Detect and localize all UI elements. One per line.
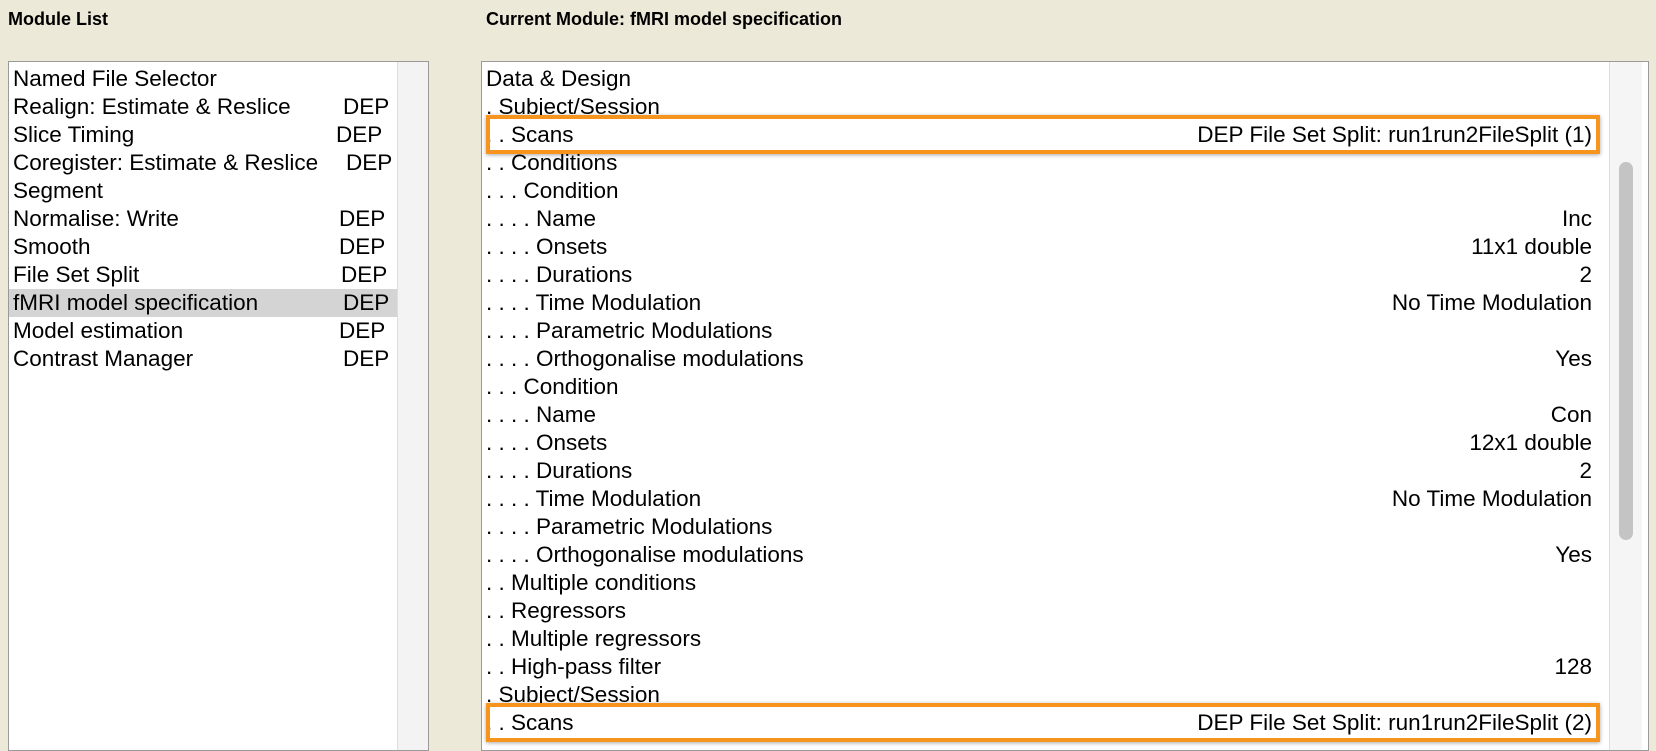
tree-row-label: . . Conditions [486, 150, 618, 175]
tree-row-value: 128 [1554, 654, 1592, 679]
tree-row[interactable]: . . Multiple conditions [482, 569, 1607, 597]
tree-row-value: DEP File Set Split: run1run2FileSplit (1… [1197, 122, 1592, 147]
tree-row[interactable]: . . . . Name Con [482, 401, 1607, 429]
tree-row[interactable]: . . . . Time Modulation No Time Modulatio… [482, 289, 1607, 317]
tree-row-label: . . Multiple regressors [486, 626, 702, 651]
tree-row[interactable]: . . Conditions [482, 149, 1607, 177]
module-item[interactable]: Contrast Manager DEP [9, 345, 397, 373]
module-item-name: fMRI model specification [13, 290, 259, 315]
module-detail-tree[interactable]: Data & Design . Subject/Session . . Scan… [481, 61, 1649, 751]
tree-row-label: . Subject/Session [486, 94, 660, 119]
module-item[interactable]: Normalise: Write DEP [9, 205, 397, 233]
tree-row[interactable]: . Subject/Session [482, 681, 1607, 709]
module-item[interactable]: Slice Timing DEP [9, 121, 397, 149]
tree-row-label: . . . . Parametric Modulations [486, 514, 773, 539]
tree-row-label: . . . . Orthogonalise modulations [486, 346, 804, 371]
module-item-name: Contrast Manager [13, 346, 194, 371]
module-list-scrollbar[interactable] [397, 62, 428, 750]
tree-row[interactable]: . . High-pass filter 128 [482, 653, 1607, 681]
tree-row[interactable]: . . Multiple regressors [482, 625, 1607, 653]
tree-row-label: . . Scans [486, 710, 574, 735]
tree-row-label: . . . . Durations [486, 458, 633, 483]
tree-row-label: . . . . Name [486, 206, 597, 231]
tree-row-label: . . Regressors [486, 598, 627, 623]
tree-row-label: . . . . Onsets [486, 430, 608, 455]
tree-row[interactable]: . . . Condition [482, 177, 1607, 205]
tree-row-label: . . Scans [486, 122, 574, 147]
tree-row[interactable]: . . . . Durations 2 [482, 261, 1607, 289]
tree-row-label: . . . Condition [486, 374, 619, 399]
tree-row[interactable]: . Subject/Session [482, 93, 1607, 121]
tree-row[interactable]: . . . . Orthogonalise modulations Yes [482, 541, 1607, 569]
module-item-name: Segment [13, 178, 104, 203]
tree-row-label: . . . Condition [486, 178, 619, 203]
detail-scrollbar[interactable] [1609, 62, 1642, 750]
module-item-dep-badge: DEP [343, 346, 390, 371]
module-item[interactable]: Model estimation DEP [9, 317, 397, 345]
tree-row-value: Con [1550, 402, 1592, 427]
tree-row[interactable]: . . . Condition [482, 373, 1607, 401]
module-item-name: Coregister: Estimate & Reslice [13, 150, 319, 175]
tree-row[interactable]: . . . . Time Modulation No Time Modulatio… [482, 485, 1607, 513]
tree-row-label: . . . . Onsets [486, 234, 608, 259]
tree-row[interactable]: . . . . Parametric Modulations [482, 513, 1607, 541]
tree-row[interactable]: . . Scans DEP File Set Split: run1run2Fil… [482, 121, 1607, 149]
tree-row[interactable]: Data & Design [482, 65, 1607, 93]
module-item-name: Normalise: Write [13, 206, 179, 231]
module-item-name: Smooth [13, 234, 91, 259]
tree-row[interactable]: . . . . Name Inc [482, 205, 1607, 233]
tree-row-value: 2 [1579, 262, 1592, 287]
tree-row-label: . . . . Name [486, 402, 597, 427]
tree-row-label: . . . . Durations [486, 262, 633, 287]
tree-row-value: No Time Modulation [1391, 486, 1592, 511]
tree-row-label: . . High-pass filter [486, 654, 662, 679]
tree-row-value: Yes [1555, 346, 1592, 371]
tree-row-value: Inc [1561, 206, 1592, 231]
module-item[interactable]: Coregister: Estimate & Reslice DEP [9, 149, 397, 177]
tree-row[interactable]: . . . . Onsets 12x1 double [482, 429, 1607, 457]
module-list-title: Module List [8, 9, 108, 29]
tree-row[interactable]: . . Regressors [482, 597, 1607, 625]
module-item-dep-badge: DEP [343, 290, 390, 315]
tree-row-value: No Time Modulation [1391, 290, 1592, 315]
module-item-dep-badge: DEP [336, 122, 383, 147]
module-item[interactable]: Smooth DEP [9, 233, 397, 261]
tree-row-value: 11x1 double [1471, 234, 1592, 259]
module-item[interactable]: File Set Split DEP [9, 261, 397, 289]
tree-row-label: Data & Design [486, 66, 632, 91]
module-item[interactable]: Realign: Estimate & Reslice DEP [9, 93, 397, 121]
tree-row[interactable]: . . . . Durations 2 [482, 457, 1607, 485]
module-item-dep-badge: DEP [346, 150, 393, 175]
tree-row[interactable]: . . Scans DEP File Set Split: run1run2Fil… [482, 709, 1607, 737]
module-item-name: Realign: Estimate & Reslice [13, 94, 291, 119]
tree-row[interactable]: . . . . Orthogonalise modulations Yes [482, 345, 1607, 373]
module-item-dep-badge: DEP [339, 206, 386, 231]
current-module-title: Current Module: fMRI model specification [486, 9, 843, 29]
module-list[interactable]: Named File Selector Realign: Estimate & R… [8, 61, 429, 751]
tree-row-label: . . . . Orthogonalise modulations [486, 542, 804, 567]
module-item-name: Model estimation [13, 318, 184, 343]
tree-row[interactable]: . . . . Parametric Modulations [482, 317, 1607, 345]
module-item-name: Named File Selector [13, 66, 217, 91]
tree-row-value: DEP File Set Split: run1run2FileSplit (2… [1197, 710, 1592, 735]
tree-row-value: Yes [1555, 542, 1592, 567]
tree-row-label: . . Multiple conditions [486, 570, 697, 595]
module-item[interactable]: fMRI model specification DEP [9, 289, 397, 317]
module-item[interactable]: Segment [9, 177, 397, 205]
module-item[interactable]: Named File Selector [9, 65, 397, 93]
tree-row-value: 12x1 double [1469, 430, 1592, 455]
module-item-dep-badge: DEP [341, 262, 388, 287]
tree-row-label: . . . . Parametric Modulations [486, 318, 773, 343]
tree-row-label: . Subject/Session [486, 682, 660, 707]
module-item-dep-badge: DEP [339, 318, 386, 343]
tree-row-value: 2 [1579, 458, 1592, 483]
tree-row-label: . . . . Time Modulation [486, 486, 702, 511]
module-item-dep-badge: DEP [339, 234, 386, 259]
module-item-dep-badge: DEP [343, 94, 390, 119]
tree-row[interactable]: . . . . Onsets 11x1 double [482, 233, 1607, 261]
detail-scrollbar-thumb[interactable] [1619, 162, 1633, 540]
module-item-name: Slice Timing [13, 122, 135, 147]
tree-row-label: . . . . Time Modulation [486, 290, 702, 315]
module-item-name: File Set Split [13, 262, 140, 287]
